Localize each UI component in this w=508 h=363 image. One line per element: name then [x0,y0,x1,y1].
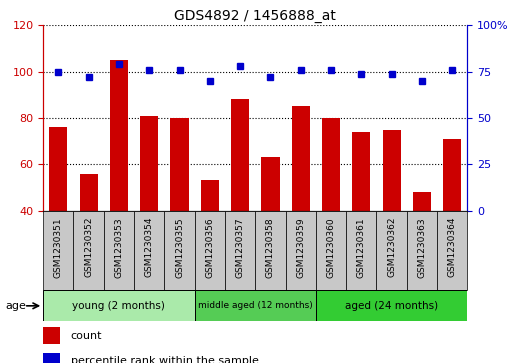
Bar [413,192,431,211]
Bar [74,211,104,290]
Text: middle aged (12 months): middle aged (12 months) [198,301,312,310]
Bar [43,211,74,290]
Bar [170,118,188,211]
Bar [255,211,285,290]
Bar [43,327,60,344]
Bar [437,211,467,290]
Bar [346,211,376,290]
Bar [322,118,340,211]
Text: count: count [71,330,102,340]
Bar [443,139,461,211]
Bar [407,211,437,290]
Text: GSM1230361: GSM1230361 [357,217,366,278]
Bar [383,130,401,211]
Bar [231,99,249,211]
Text: GSM1230362: GSM1230362 [387,217,396,277]
Text: aged (24 months): aged (24 months) [345,301,438,311]
Text: GSM1230363: GSM1230363 [418,217,426,278]
Bar [316,211,346,290]
Bar [49,127,68,211]
Bar [261,157,279,211]
Text: GSM1230359: GSM1230359 [296,217,305,278]
Text: GSM1230354: GSM1230354 [145,217,154,277]
Bar [195,290,316,321]
Text: GSM1230353: GSM1230353 [114,217,123,278]
Bar [376,211,407,290]
Bar [43,290,195,321]
Title: GDS4892 / 1456888_at: GDS4892 / 1456888_at [174,9,336,23]
Bar [195,211,225,290]
Bar [140,116,158,211]
Text: young (2 months): young (2 months) [73,301,166,311]
Bar [316,290,467,321]
Text: GSM1230358: GSM1230358 [266,217,275,278]
Text: GSM1230364: GSM1230364 [448,217,457,277]
Text: GSM1230351: GSM1230351 [54,217,63,278]
Bar [134,211,165,290]
Text: percentile rank within the sample: percentile rank within the sample [71,356,259,363]
Bar [292,106,310,211]
Bar [165,211,195,290]
Bar [80,174,98,211]
Bar [201,180,219,211]
Text: age: age [5,301,26,311]
Text: GSM1230356: GSM1230356 [205,217,214,278]
Text: GSM1230360: GSM1230360 [327,217,335,278]
Bar [285,211,316,290]
Bar [352,132,370,211]
Bar [110,60,128,211]
Bar [104,211,134,290]
Text: GSM1230357: GSM1230357 [236,217,245,278]
Bar [43,353,60,363]
Text: GSM1230352: GSM1230352 [84,217,93,277]
Text: GSM1230355: GSM1230355 [175,217,184,278]
Bar [225,211,256,290]
